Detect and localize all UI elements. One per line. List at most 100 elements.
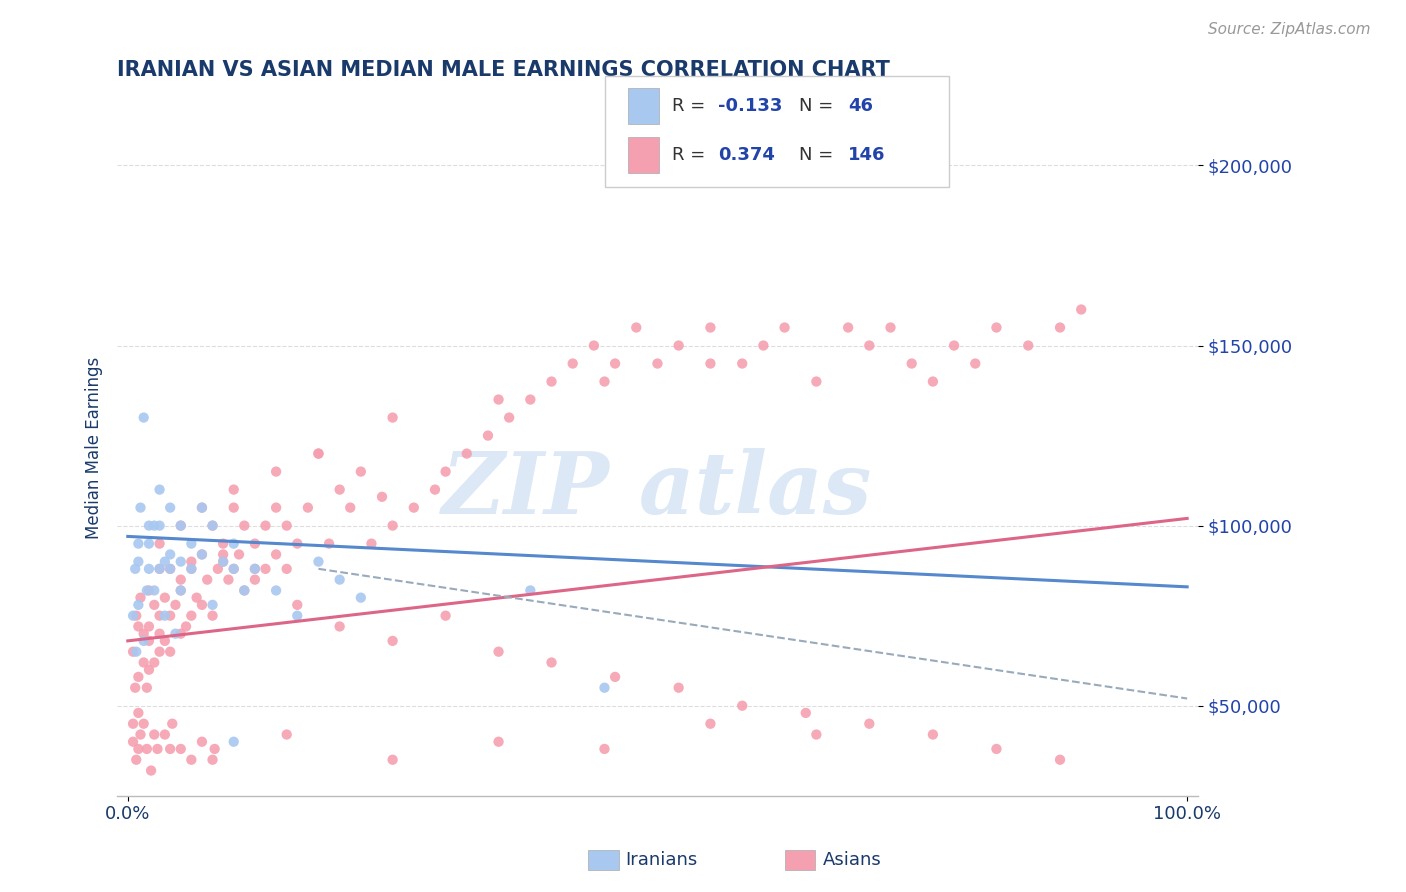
Point <box>148 518 170 533</box>
Point <box>1017 338 1039 352</box>
Point <box>1049 753 1071 767</box>
Point <box>965 357 987 371</box>
Point <box>264 548 287 562</box>
Point <box>153 727 176 741</box>
Point <box>264 500 287 515</box>
Point <box>180 562 202 576</box>
Point <box>371 490 394 504</box>
Point <box>170 573 193 587</box>
Point <box>381 633 404 648</box>
Point <box>138 562 160 576</box>
Point <box>498 410 520 425</box>
Point <box>212 555 235 569</box>
Point <box>201 518 224 533</box>
Point <box>254 562 277 576</box>
Point <box>285 608 308 623</box>
Point <box>477 428 499 442</box>
Point <box>207 562 229 576</box>
Point <box>519 583 541 598</box>
Point <box>806 727 828 741</box>
Point <box>191 598 214 612</box>
Point <box>222 735 245 749</box>
Point <box>837 320 859 334</box>
Point <box>285 536 308 550</box>
Point <box>217 573 239 587</box>
Point <box>276 727 298 741</box>
Point <box>170 742 193 756</box>
Point <box>132 410 155 425</box>
Point <box>806 375 828 389</box>
Point <box>794 706 817 720</box>
Point <box>201 518 224 533</box>
Point <box>699 716 721 731</box>
Point <box>204 742 226 756</box>
Point <box>233 583 256 598</box>
Point <box>243 536 266 550</box>
Point <box>122 645 145 659</box>
Point <box>191 500 214 515</box>
Point <box>243 562 266 576</box>
Point <box>228 548 250 562</box>
Point <box>148 483 170 497</box>
Point <box>519 392 541 407</box>
Point <box>381 518 404 533</box>
Point <box>138 583 160 598</box>
Point <box>339 500 361 515</box>
Point <box>125 753 148 767</box>
Point <box>593 742 616 756</box>
Point <box>138 518 160 533</box>
Point <box>143 583 166 598</box>
Point <box>858 716 880 731</box>
Point <box>159 645 181 659</box>
Point <box>191 548 214 562</box>
Point <box>423 483 446 497</box>
Point <box>162 716 184 731</box>
Point <box>308 555 330 569</box>
Point <box>986 320 1008 334</box>
Point <box>360 536 382 550</box>
Point <box>699 357 721 371</box>
Point <box>124 562 146 576</box>
Point <box>148 562 170 576</box>
Point <box>201 753 224 767</box>
Point <box>159 500 181 515</box>
Text: N =: N = <box>799 96 838 115</box>
Point <box>135 583 157 598</box>
Point <box>233 583 256 598</box>
Point <box>668 338 690 352</box>
Point <box>668 681 690 695</box>
Point <box>582 338 605 352</box>
Point <box>159 608 181 623</box>
Point <box>124 681 146 695</box>
Point <box>170 583 193 598</box>
Point <box>127 619 149 633</box>
Point <box>626 320 648 334</box>
Point <box>148 626 170 640</box>
Point <box>143 656 166 670</box>
Point <box>127 598 149 612</box>
Point <box>243 562 266 576</box>
Point <box>159 742 181 756</box>
Point <box>180 608 202 623</box>
Point <box>165 626 187 640</box>
Point <box>603 670 626 684</box>
Point <box>122 608 145 623</box>
Point <box>561 357 583 371</box>
Point <box>222 562 245 576</box>
Point <box>129 591 152 605</box>
Point <box>858 338 880 352</box>
Point <box>139 764 162 778</box>
Point <box>540 656 562 670</box>
Point <box>773 320 796 334</box>
Point <box>222 500 245 515</box>
Point <box>159 548 181 562</box>
Point <box>488 392 510 407</box>
Point <box>329 619 352 633</box>
Point <box>148 562 170 576</box>
Point <box>264 465 287 479</box>
Point <box>456 446 478 460</box>
Point <box>329 483 352 497</box>
Text: 146: 146 <box>848 146 886 164</box>
Point <box>212 536 235 550</box>
Point <box>900 357 922 371</box>
